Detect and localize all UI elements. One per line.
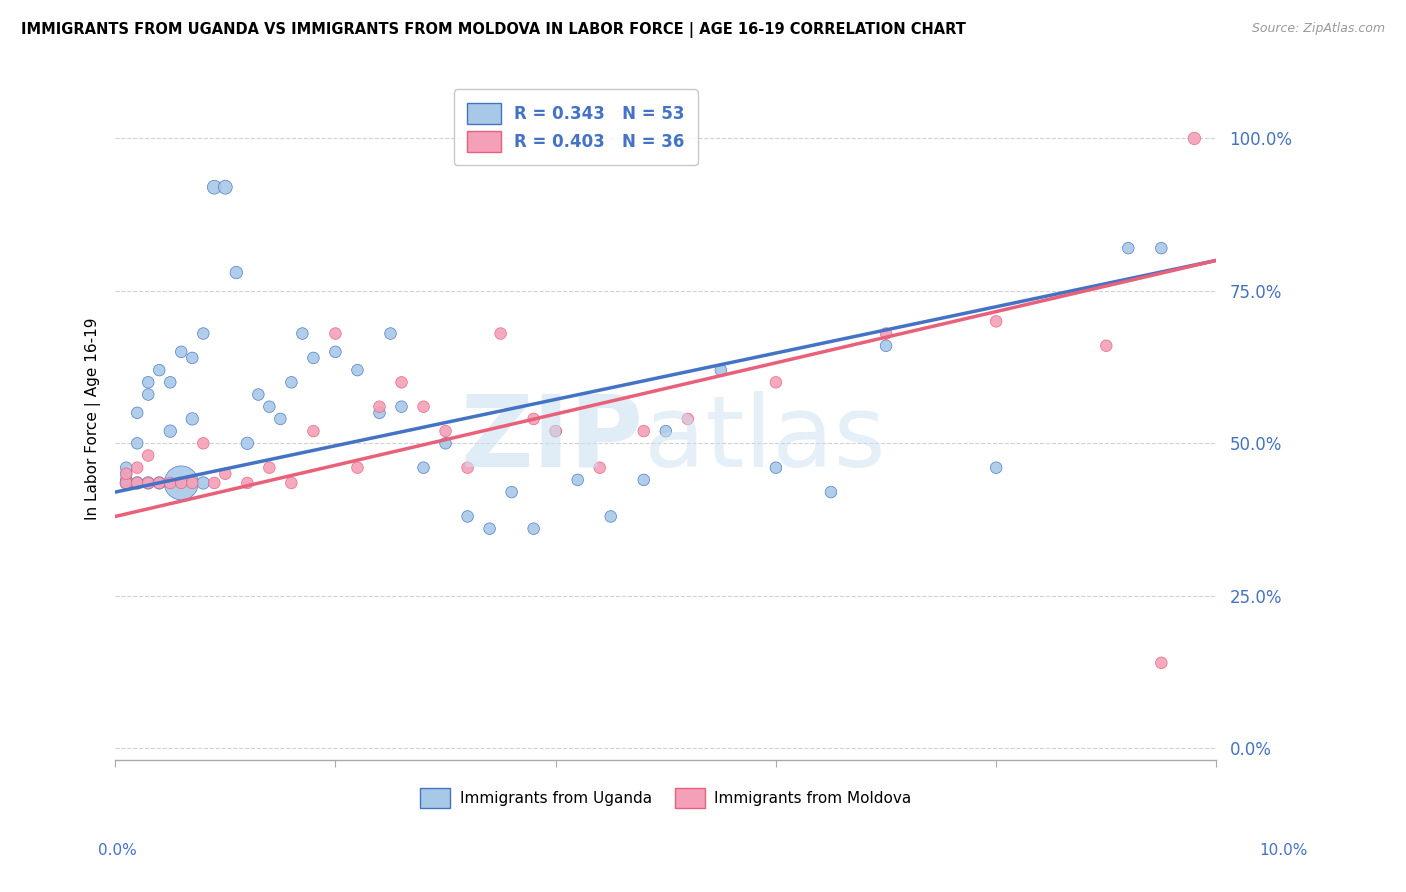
Point — [633, 424, 655, 438]
Point — [412, 460, 434, 475]
Point — [457, 460, 479, 475]
Point — [127, 406, 149, 420]
Point — [655, 424, 678, 438]
Text: atlas: atlas — [644, 391, 886, 488]
Point — [1150, 241, 1173, 255]
Point — [567, 473, 589, 487]
Point — [136, 475, 159, 490]
Point — [259, 460, 281, 475]
Point — [302, 351, 325, 365]
Point — [136, 376, 159, 390]
Point — [136, 449, 159, 463]
Text: 0.0%: 0.0% — [98, 843, 138, 858]
Point — [170, 344, 193, 359]
Point — [984, 460, 1007, 475]
Point — [170, 475, 193, 490]
Point — [765, 460, 787, 475]
Point — [523, 522, 546, 536]
Point — [489, 326, 512, 341]
Point — [391, 400, 413, 414]
Point — [302, 424, 325, 438]
Point — [193, 326, 215, 341]
Point — [325, 326, 347, 341]
Point — [457, 509, 479, 524]
Point — [599, 509, 621, 524]
Point — [368, 406, 391, 420]
Point — [765, 376, 787, 390]
Point — [148, 475, 170, 490]
Text: IMMIGRANTS FROM UGANDA VS IMMIGRANTS FROM MOLDOVA IN LABOR FORCE | AGE 16-19 COR: IMMIGRANTS FROM UGANDA VS IMMIGRANTS FRO… — [21, 22, 966, 38]
Point — [280, 376, 302, 390]
Text: ZIP: ZIP — [461, 391, 644, 488]
Point — [127, 460, 149, 475]
Point — [181, 351, 204, 365]
Text: 10.0%: 10.0% — [1260, 843, 1308, 858]
Point — [710, 363, 733, 377]
Point — [202, 180, 225, 194]
Point — [214, 180, 236, 194]
Point — [676, 412, 699, 426]
Point — [247, 387, 270, 401]
Point — [544, 424, 567, 438]
Point — [236, 436, 259, 450]
Point — [115, 460, 138, 475]
Point — [1182, 131, 1205, 145]
Point — [325, 344, 347, 359]
Point — [434, 424, 457, 438]
Point — [136, 475, 159, 490]
Point — [159, 424, 181, 438]
Point — [115, 475, 138, 490]
Point — [148, 363, 170, 377]
Point — [236, 475, 259, 490]
Point — [820, 485, 842, 500]
Point — [633, 473, 655, 487]
Point — [478, 522, 501, 536]
Point — [380, 326, 402, 341]
Point — [193, 475, 215, 490]
Point — [115, 473, 138, 487]
Point — [115, 475, 138, 490]
Point — [181, 412, 204, 426]
Point — [875, 326, 897, 341]
Point — [170, 475, 193, 490]
Point — [434, 436, 457, 450]
Point — [193, 436, 215, 450]
Point — [214, 467, 236, 481]
Point — [346, 363, 368, 377]
Point — [159, 475, 181, 490]
Point — [1116, 241, 1139, 255]
Point — [148, 475, 170, 490]
Point — [159, 376, 181, 390]
Point — [291, 326, 314, 341]
Point — [501, 485, 523, 500]
Point — [115, 467, 138, 481]
Point — [544, 424, 567, 438]
Point — [875, 339, 897, 353]
Point — [984, 314, 1007, 328]
Point — [127, 475, 149, 490]
Point — [225, 266, 247, 280]
Point — [1095, 339, 1118, 353]
Point — [523, 412, 546, 426]
Point — [202, 475, 225, 490]
Point — [368, 400, 391, 414]
Point — [136, 387, 159, 401]
Legend: Immigrants from Uganda, Immigrants from Moldova: Immigrants from Uganda, Immigrants from … — [413, 782, 918, 814]
Point — [127, 475, 149, 490]
Point — [412, 400, 434, 414]
Point — [589, 460, 612, 475]
Text: Source: ZipAtlas.com: Source: ZipAtlas.com — [1251, 22, 1385, 36]
Point — [1150, 656, 1173, 670]
Point — [181, 475, 204, 490]
Point — [269, 412, 291, 426]
Point — [259, 400, 281, 414]
Point — [346, 460, 368, 475]
Point — [280, 475, 302, 490]
Point — [115, 467, 138, 481]
Point — [391, 376, 413, 390]
Point — [127, 436, 149, 450]
Y-axis label: In Labor Force | Age 16-19: In Labor Force | Age 16-19 — [86, 318, 101, 520]
